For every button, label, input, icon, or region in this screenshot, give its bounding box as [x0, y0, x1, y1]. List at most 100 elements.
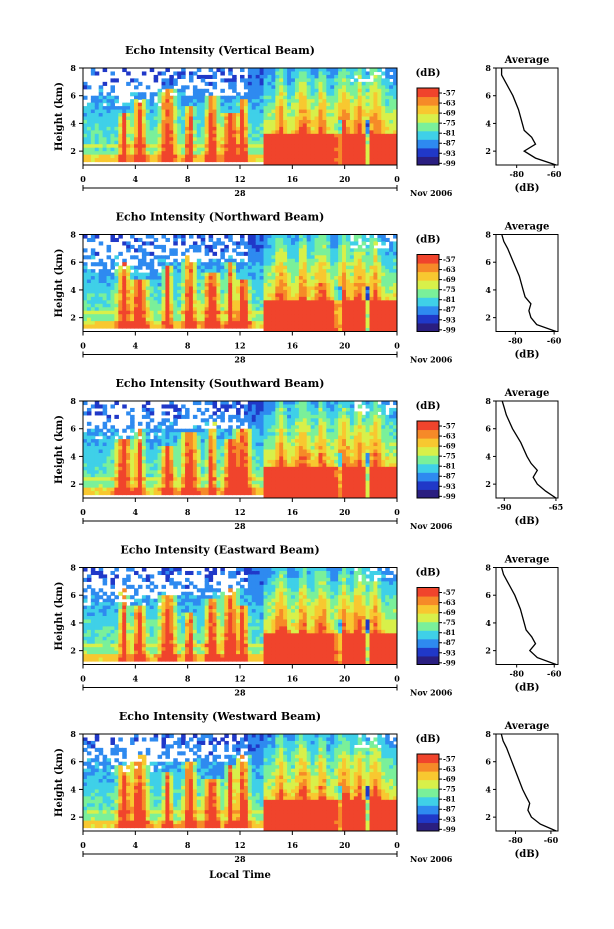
- heatmap-cell: [98, 158, 104, 163]
- heatmap-cell: [389, 328, 394, 332]
- heatmap-cell: [185, 484, 190, 489]
- heatmap-cell: [122, 133, 127, 138]
- heatmap-cell: [220, 151, 225, 156]
- heatmap-cell: [271, 151, 276, 156]
- heatmap-cell: [212, 258, 218, 263]
- heatmap-cell: [224, 449, 229, 454]
- heatmap-cell: [181, 74, 186, 79]
- heatmap-cell: [181, 154, 186, 159]
- heatmap-cell: [208, 470, 214, 475]
- heatmap-cell: [126, 286, 131, 291]
- heatmap-cell: [377, 95, 382, 100]
- heatmap-cell: [114, 154, 119, 159]
- heatmap-cell: [118, 158, 123, 163]
- heatmap-cell: [357, 147, 363, 152]
- heatmap-cell: [373, 151, 378, 156]
- heatmap-cell: [365, 71, 371, 76]
- heatmap-cell: [220, 279, 225, 284]
- heatmap-cell: [373, 158, 378, 163]
- heatmap-cell: [275, 321, 280, 326]
- heatmap-cell: [251, 283, 257, 288]
- heatmap-cell: [114, 321, 119, 326]
- heatmap-cell: [287, 119, 292, 125]
- heatmap-cell: [192, 109, 198, 114]
- heatmap-cell: [236, 92, 241, 97]
- heatmap-cell: [90, 126, 96, 131]
- heatmap-cell: [310, 92, 316, 97]
- heatmap-cell: [165, 491, 170, 496]
- heatmap-cell: [200, 99, 206, 104]
- heatmap-cell: [357, 92, 363, 97]
- heatmap-cell: [279, 85, 284, 90]
- heatmap-cell: [177, 269, 182, 274]
- heatmap-cell: [173, 251, 178, 256]
- heatmap-cell: [165, 439, 170, 444]
- heatmap-cell: [157, 470, 163, 475]
- heatmap-cell: [130, 272, 135, 277]
- heatmap-cell: [365, 300, 371, 305]
- heatmap-cell: [271, 119, 276, 125]
- heatmap-cell: [338, 283, 343, 288]
- heatmap-cell: [287, 123, 292, 128]
- heatmap-cell: [220, 109, 225, 114]
- heatmap-cell: [232, 154, 237, 159]
- heatmap-cell: [279, 234, 284, 239]
- heatmap-cell: [165, 237, 170, 243]
- heatmap-cell: [228, 317, 233, 322]
- heatmap-cell: [240, 286, 245, 291]
- heatmap-cell: [141, 248, 147, 253]
- heatmap-cell: [134, 109, 139, 114]
- heatmap-cell: [224, 269, 229, 274]
- heatmap-cell: [90, 123, 96, 128]
- heatmap-cell: [228, 487, 233, 492]
- heatmap-cell: [377, 269, 382, 274]
- heatmap-cell: [271, 81, 276, 86]
- heatmap-cell: [169, 317, 174, 322]
- heatmap-cell: [369, 296, 375, 301]
- heatmap-cell: [345, 158, 351, 163]
- heatmap-cell: [149, 109, 155, 114]
- heatmap-cell: [279, 262, 284, 267]
- heatmap-cell: [318, 116, 324, 121]
- heatmap-cell: [334, 133, 339, 138]
- heatmap-cell: [130, 314, 135, 319]
- heatmap-cell: [342, 314, 347, 319]
- heatmap-cell: [126, 484, 131, 489]
- heatmap-cell: [314, 92, 320, 97]
- heatmap-cell: [334, 85, 339, 90]
- heatmap-cell: [298, 92, 304, 97]
- heatmap-cell: [322, 289, 327, 294]
- heatmap-cell: [212, 411, 218, 416]
- heatmap-cell: [94, 154, 100, 159]
- heatmap-cell: [141, 293, 147, 298]
- heatmap-cell: [369, 85, 375, 90]
- heatmap-cell: [291, 300, 296, 305]
- heatmap-cell: [161, 147, 167, 152]
- heatmap-cell: [279, 123, 284, 128]
- heatmap-cell: [361, 272, 367, 277]
- heatmap-cell: [149, 133, 155, 138]
- heatmap-cell: [98, 477, 104, 482]
- heatmap-cell: [83, 140, 88, 145]
- heatmap-cell: [224, 140, 229, 145]
- heatmap-cell: [393, 88, 397, 93]
- heatmap-cell: [267, 85, 272, 90]
- heatmap-cell: [173, 272, 178, 277]
- heatmap-cell: [110, 123, 115, 128]
- heatmap-cell: [134, 286, 139, 291]
- heatmap-cell: [393, 286, 397, 291]
- heatmap-cell: [306, 300, 312, 305]
- heatmap-cell: [263, 151, 269, 156]
- heatmap-cell: [334, 276, 339, 281]
- heatmap-cell: [200, 459, 206, 464]
- heatmap-cell: [145, 463, 151, 468]
- heatmap-cell: [212, 428, 218, 433]
- heatmap-cell: [212, 99, 218, 104]
- heatmap-cell: [110, 484, 115, 489]
- heatmap-cell: [310, 314, 316, 319]
- heatmap-cell: [114, 470, 119, 475]
- heatmap-cell: [330, 317, 335, 322]
- heatmap-cell: [106, 289, 112, 294]
- heatmap-cell: [153, 283, 159, 288]
- heatmap-cell: [153, 140, 159, 145]
